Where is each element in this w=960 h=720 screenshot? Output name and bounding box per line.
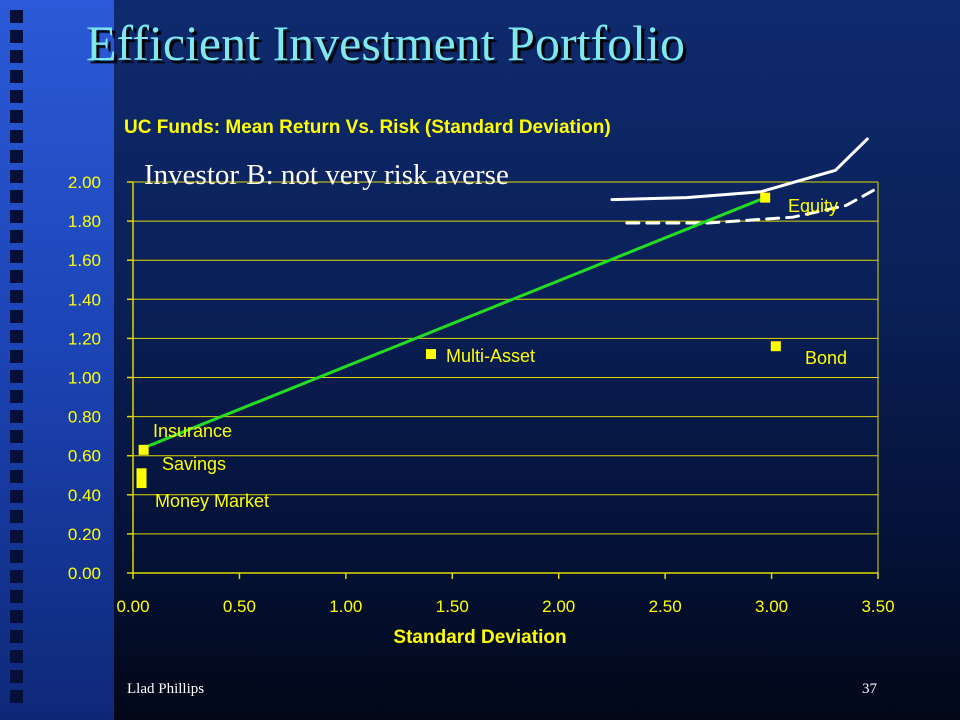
decorative-square <box>10 50 23 63</box>
decorative-square <box>10 510 23 523</box>
decorative-square <box>10 430 23 443</box>
data-points <box>136 192 781 489</box>
label-insurance: Insurance <box>153 421 232 441</box>
decorative-square <box>10 590 23 603</box>
decorative-square <box>10 550 23 563</box>
y-tick-label: 0.80 <box>68 408 101 427</box>
decorative-square <box>10 470 23 483</box>
decorative-square <box>10 90 23 103</box>
decorative-square <box>10 630 23 643</box>
label-money-market: Money Market <box>155 491 269 511</box>
y-tick-label: 1.60 <box>68 251 101 270</box>
decorative-square <box>10 450 23 463</box>
decorative-square <box>10 650 23 663</box>
indifference-curves <box>610 137 880 225</box>
x-tick-label: 2.50 <box>649 597 682 616</box>
decorative-square <box>10 310 23 323</box>
decorative-square <box>10 70 23 83</box>
point-labels: Insurance Savings Money Market Multi-Asset B… <box>153 196 847 511</box>
decorative-square <box>10 30 23 43</box>
y-tick-label: 1.00 <box>68 369 101 388</box>
decorative-square <box>10 150 23 163</box>
point-equity <box>760 192 771 203</box>
x-tick-label: 3.00 <box>755 597 788 616</box>
x-tick-label: 0.00 <box>116 597 149 616</box>
y-tick-label: 2.00 <box>68 173 101 192</box>
y-tick-label: 0.20 <box>68 525 101 544</box>
indifference-curve-dashed <box>625 186 880 225</box>
decorative-square <box>10 610 23 623</box>
chart-title: UC Funds: Mean Return Vs. Risk (Standard… <box>124 117 611 138</box>
decorative-square <box>10 250 23 263</box>
point-bond <box>770 341 781 352</box>
point-savings <box>136 468 147 479</box>
decorative-square <box>10 390 23 403</box>
decorative-square <box>10 350 23 363</box>
decorative-square <box>10 410 23 423</box>
decorative-square <box>10 490 23 503</box>
footer-author: Llad Phillips <box>127 681 205 697</box>
decorative-square <box>10 370 23 383</box>
point-multi-asset <box>426 349 436 360</box>
x-tick-label: 1.50 <box>436 597 469 616</box>
point-insurance <box>138 444 149 455</box>
indifference-curve-solid <box>610 137 869 202</box>
decorative-square <box>10 130 23 143</box>
point-money-market <box>136 478 147 489</box>
decorative-square <box>10 230 23 243</box>
y-tick-label: 1.80 <box>68 212 101 231</box>
axes <box>127 181 879 579</box>
investor-annotation: Investor B: not very risk averse <box>144 159 509 191</box>
x-axis-label: Standard Deviation <box>393 627 566 648</box>
x-tick-label: 3.50 <box>861 597 894 616</box>
decorative-square <box>10 170 23 183</box>
decorative-square <box>10 270 23 283</box>
y-tick-label: 1.20 <box>68 329 101 348</box>
left-decorative-strip <box>0 0 114 720</box>
y-tick-label: 0.00 <box>68 564 101 583</box>
decorative-square <box>10 110 23 123</box>
decorative-square <box>10 530 23 543</box>
decorative-square <box>10 10 23 23</box>
x-tick-label: 2.00 <box>542 597 575 616</box>
y-tick-label: 1.40 <box>68 290 101 309</box>
frontier-line-layer <box>143 196 766 450</box>
x-tick-label: 1.00 <box>329 597 362 616</box>
label-bond: Bond <box>805 348 847 368</box>
slide-title: Efficient Investment Portfolio <box>86 15 685 71</box>
label-multi-asset: Multi-Asset <box>446 346 535 366</box>
decorative-square <box>10 190 23 203</box>
label-equity: Equity <box>788 196 838 216</box>
decorative-square <box>10 670 23 683</box>
x-tick-label: 0.50 <box>223 597 256 616</box>
efficient-frontier-line <box>143 196 766 450</box>
decorative-square <box>10 330 23 343</box>
y-tick-label: 0.40 <box>68 486 101 505</box>
decorative-square <box>10 690 23 703</box>
y-tick-label: 0.60 <box>68 447 101 466</box>
label-savings: Savings <box>162 454 226 474</box>
decorative-square <box>10 210 23 223</box>
decorative-square <box>10 570 23 583</box>
gridlines <box>133 181 879 573</box>
page-number: 37 <box>862 681 877 697</box>
decorative-square <box>10 290 23 303</box>
tick-labels: 0.00 0.50 1.00 1.50 2.00 2.50 3.00 3.50 0.00 0.20… <box>68 173 895 616</box>
